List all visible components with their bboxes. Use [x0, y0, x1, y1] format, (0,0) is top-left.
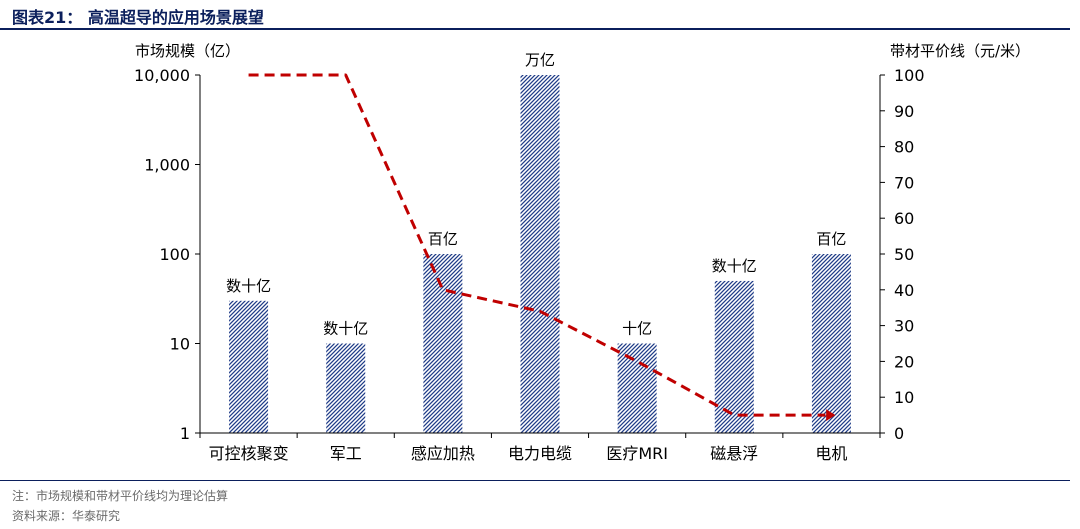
price-parity-line: [248, 73, 826, 417]
bar-data-label: 万亿: [525, 51, 555, 69]
axes-layer: 1 10 100 1,000 10,000 0 10 20 30 40 50 60 70 80 90 100 可…: [134, 66, 925, 463]
bar-data-label: 数十亿: [226, 277, 271, 295]
y-left-tick-label: 1,000: [144, 156, 190, 175]
y-right-tick-label: 80: [894, 138, 914, 157]
x-tick-label: 电力电缆: [508, 444, 572, 463]
y-left-tick-label: 10,000: [134, 66, 190, 85]
y-right-tick-label: 70: [894, 173, 914, 192]
y-left-tick-label: 10: [170, 335, 190, 354]
title-divider: [0, 28, 1070, 30]
y-right-tick-label: 40: [894, 281, 914, 300]
bar-data-label: 十亿: [622, 320, 652, 338]
y-left-tick-label: 1: [180, 424, 190, 443]
bar: [229, 300, 269, 433]
y-left-tick-label: 100: [159, 245, 190, 264]
bar: [520, 75, 560, 433]
y-right-tick-label: 10: [894, 388, 914, 407]
x-tick-label: 电机: [815, 444, 847, 463]
bar: [811, 254, 851, 433]
x-tick-label: 医疗MRI: [606, 444, 668, 463]
y-axis-left-title: 市场规模（亿）: [135, 42, 240, 60]
y-right-tick-label: 20: [894, 352, 914, 371]
bar: [714, 280, 754, 433]
x-tick-label: 可控核聚变: [209, 444, 289, 463]
bar-data-label: 数十亿: [712, 257, 757, 275]
source-note: 资料来源：华泰研究: [12, 509, 121, 523]
line-layer: [248, 73, 836, 421]
bar-data-label: 百亿: [428, 230, 458, 248]
y-right-tick-label: 100: [894, 66, 925, 85]
x-tick-label: 磁悬浮: [710, 444, 758, 463]
bar: [326, 343, 366, 433]
footer-divider: [0, 480, 1070, 481]
line-arrowhead: [826, 409, 836, 421]
bar: [617, 343, 657, 433]
y-right-tick-label: 60: [894, 209, 914, 228]
footnote: 注：市场规模和带材平价线均为理论估算: [12, 489, 229, 503]
y-right-tick-label: 90: [894, 102, 914, 121]
figure-title: 图表21： 高温超导的应用场景展望: [12, 8, 264, 27]
y-axis-right-title: 带材平价线（元/米）: [890, 42, 1030, 60]
bar-data-label: 百亿: [816, 230, 846, 248]
x-tick-label: 感应加热: [411, 444, 475, 463]
y-right-tick-label: 50: [894, 245, 914, 264]
bar-data-label: 数十亿: [323, 320, 368, 338]
y-right-tick-label: 30: [894, 317, 914, 336]
y-right-tick-label: 0: [894, 424, 904, 443]
bar: [423, 254, 463, 433]
x-tick-label: 军工: [330, 444, 362, 463]
